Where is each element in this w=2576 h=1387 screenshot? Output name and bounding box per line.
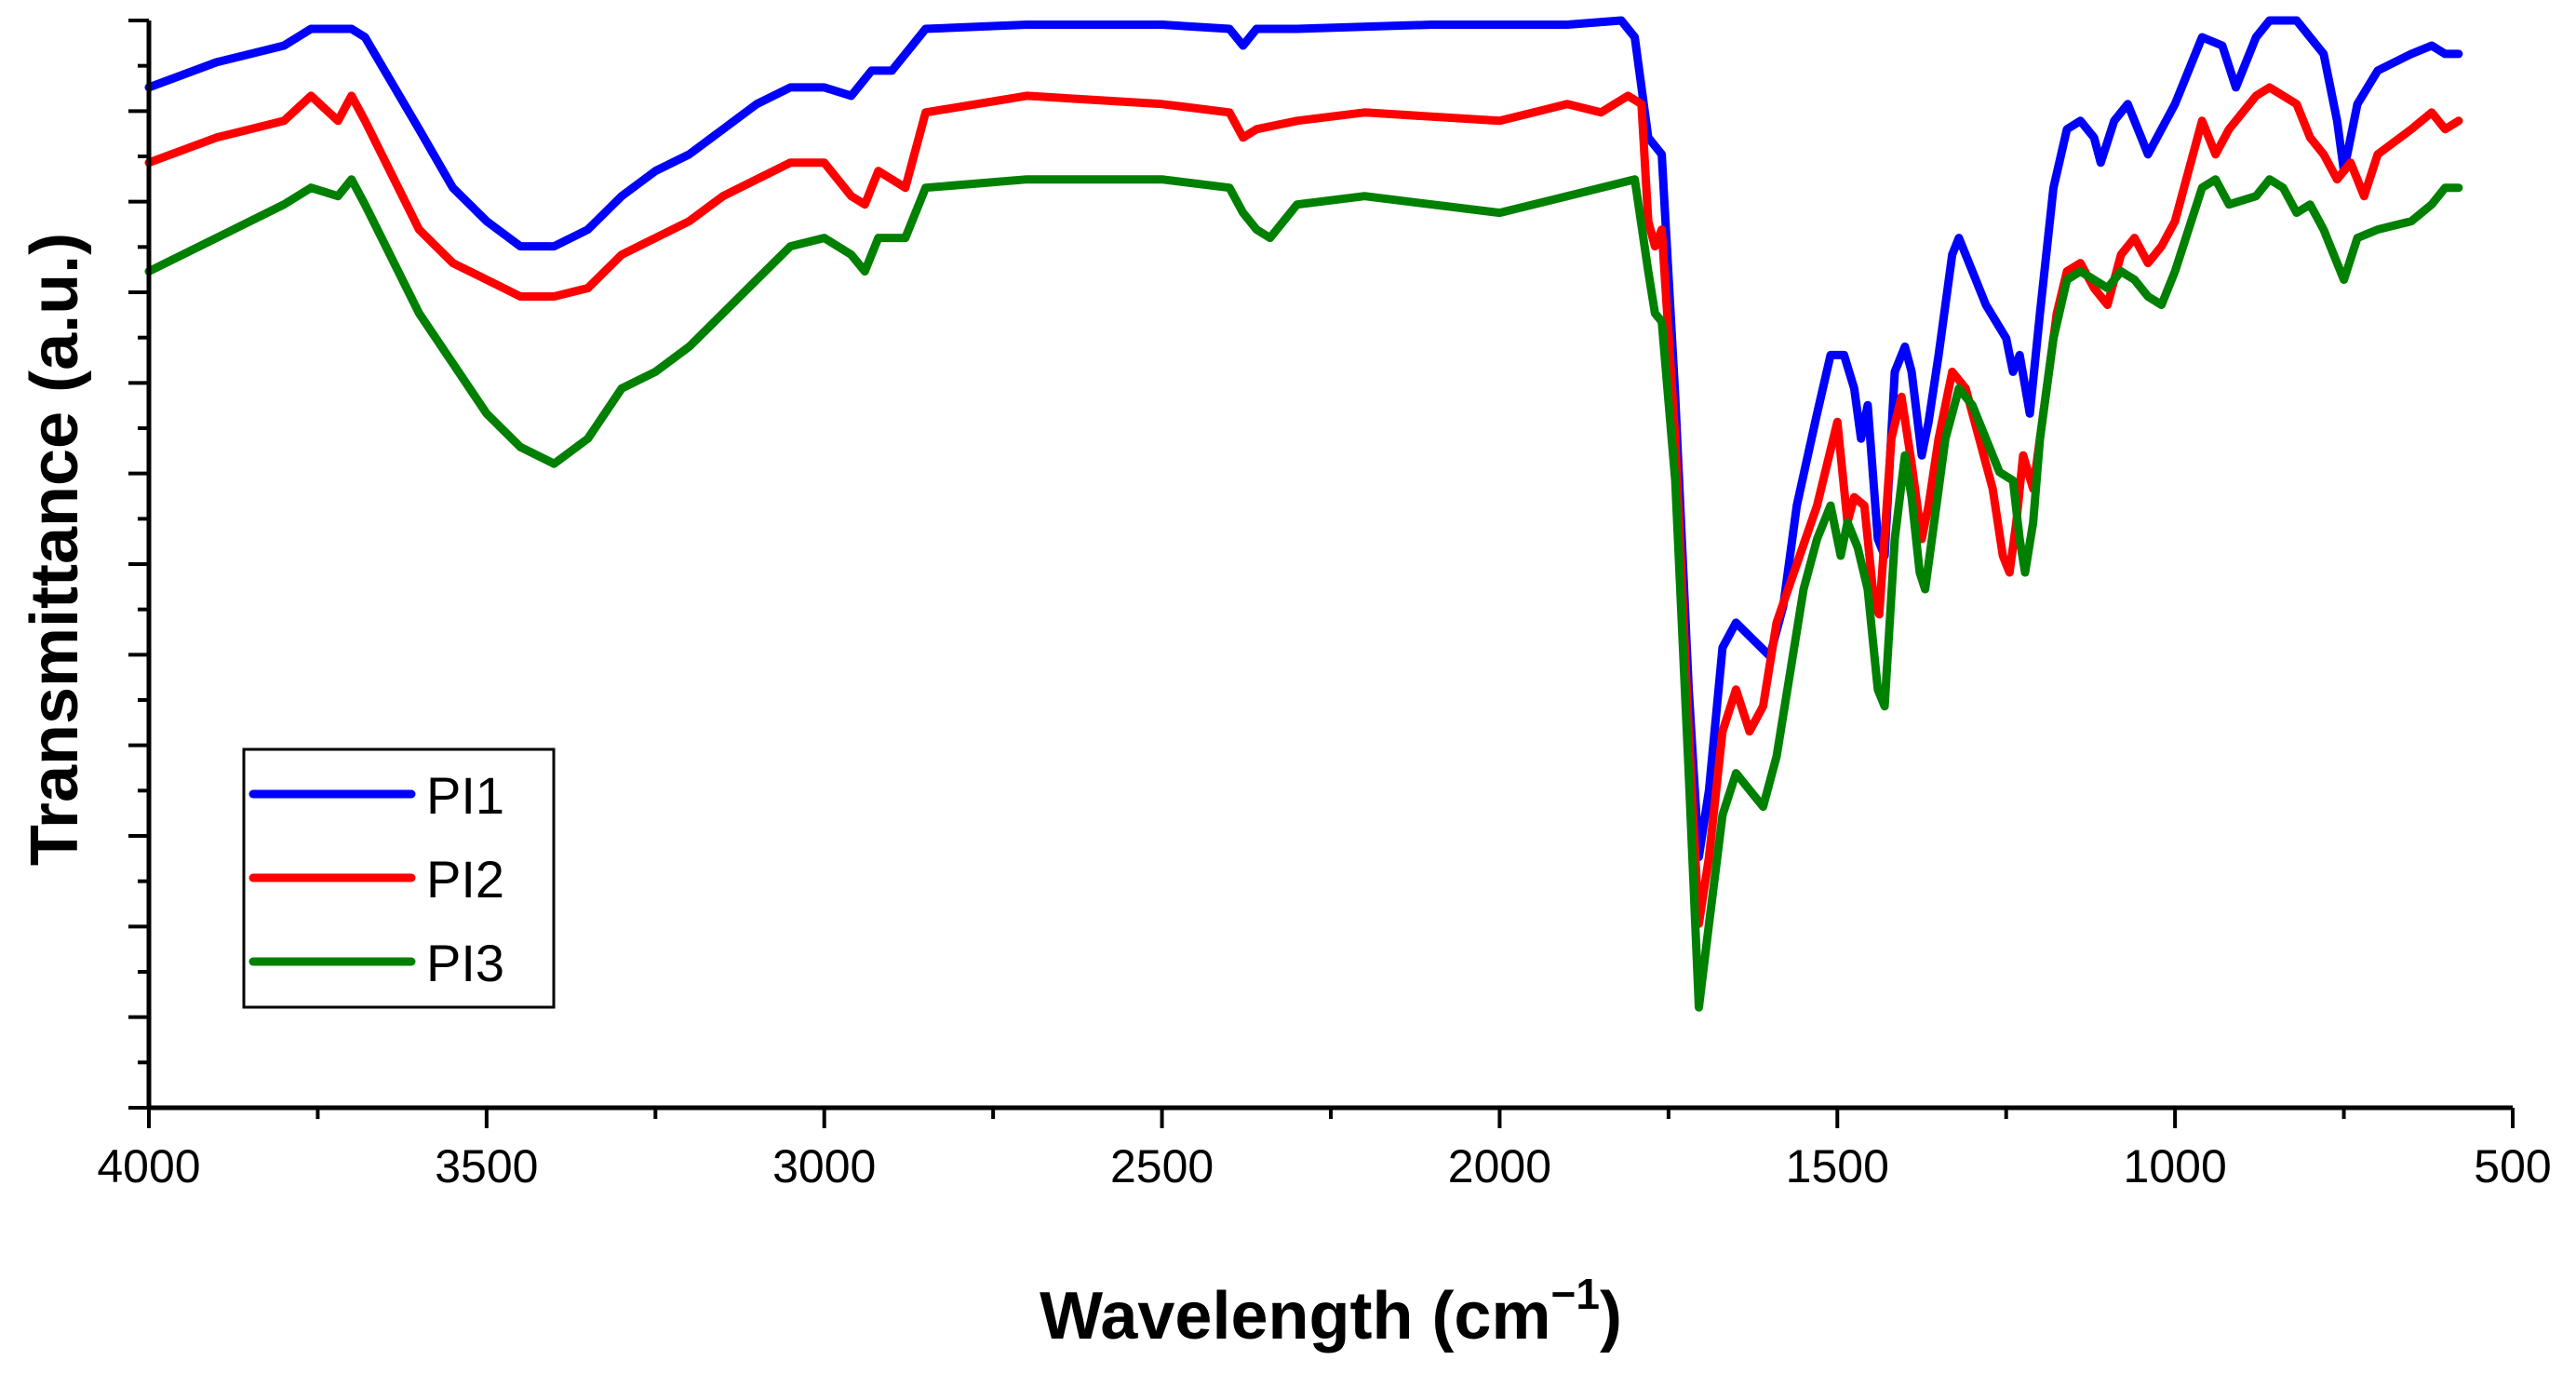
series-line-pi2: [144, 83, 2463, 928]
x-tick-label: 1500: [1786, 1140, 1889, 1192]
legend-label-pi3: PI3: [426, 934, 504, 992]
x-ticks: 4000 3500 3000 2500 2000 1500 1000 500: [97, 1108, 2552, 1192]
y-ticks: [128, 19, 149, 1110]
x-tick-label: 1000: [2124, 1140, 2227, 1192]
x-tick-label: 500: [2474, 1140, 2551, 1192]
x-axis-title: Wavelength (cm−1): [1040, 1270, 1622, 1353]
legend-label-pi2: PI2: [426, 850, 504, 909]
plot-lines: [144, 16, 2463, 1012]
series-line-pi1: [144, 16, 2463, 861]
x-axis-title-exponent: −1: [1550, 1270, 1599, 1318]
x-axis-title-close: ): [1600, 1279, 1622, 1353]
series-line-pi3: [144, 175, 2463, 1012]
axes: 4000 3500 3000 2500 2000 1500 1000 500: [97, 19, 2552, 1192]
x-tick-label: 2500: [1110, 1140, 1214, 1192]
x-tick-label: 3500: [435, 1140, 538, 1192]
legend-label-pi1: PI1: [426, 766, 504, 825]
y-axis-title: Transmittance (a.u.): [18, 233, 92, 866]
x-tick-label: 3000: [772, 1140, 876, 1192]
x-tick-label: 4000: [97, 1140, 200, 1192]
x-tick-label: 2000: [1448, 1140, 1551, 1192]
legend: PI1 PI2 PI3: [242, 747, 556, 1009]
x-axis-title-main: Wavelength (cm: [1040, 1279, 1550, 1353]
